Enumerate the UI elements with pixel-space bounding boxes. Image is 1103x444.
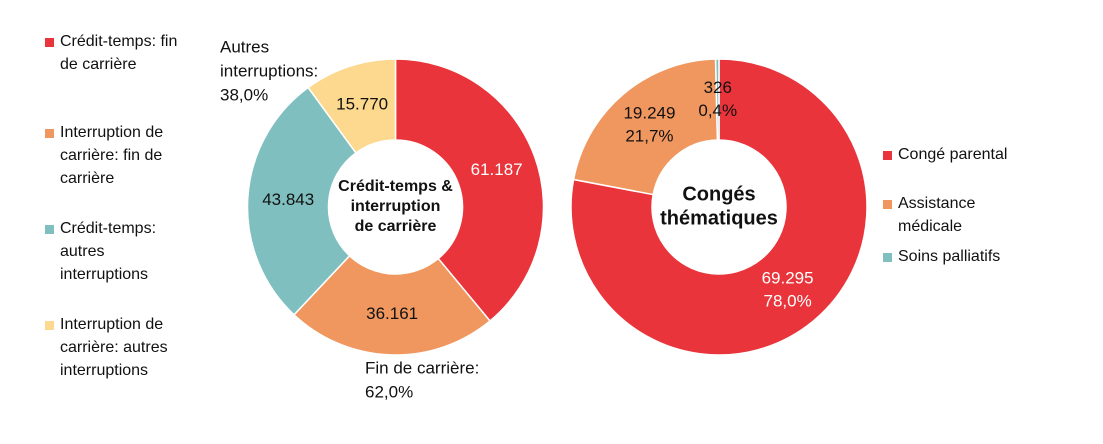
percent-label: 78,0%	[763, 291, 811, 310]
center-title: Crédit-temps &	[338, 178, 453, 195]
legend-label: Crédit-temps: autres interruptions	[60, 220, 157, 283]
legend-swatch	[45, 321, 54, 330]
legend-entry: Assistance médicale	[883, 192, 1028, 238]
donut-slice	[572, 58, 719, 196]
annotation: 62,0%	[365, 382, 413, 401]
value-label: 61.187	[471, 160, 523, 179]
donut-slice	[570, 58, 868, 356]
legend-label: Crédit-temps: fin de carrière	[60, 33, 178, 73]
legend-label: Congé parental	[898, 146, 1008, 163]
legend-swatch	[883, 151, 892, 160]
value-label: 326	[704, 78, 732, 97]
legend-swatch	[45, 38, 54, 47]
value-label: 15.770	[336, 94, 388, 113]
legend-entry: Interruption de carrière: autres interru…	[45, 313, 178, 382]
legend-entry: Congé parental	[883, 143, 1028, 166]
legend-entry: Soins palliatifs	[883, 245, 1028, 268]
value-label: 69.295	[762, 268, 814, 287]
donut-slice	[394, 58, 545, 322]
legend-label: Interruption de carrière: autres interru…	[60, 316, 168, 379]
legend-swatch	[45, 225, 54, 234]
value-label: 43.843	[262, 190, 314, 209]
legend-swatch	[45, 129, 54, 138]
center-title: Congés	[682, 183, 755, 205]
donut-slice	[307, 58, 397, 154]
donut-slice	[246, 86, 358, 316]
value-label: 19.249	[623, 104, 675, 123]
legend-entry: Crédit-temps: fin de carrière	[45, 30, 178, 76]
annotation: interruptions:	[220, 61, 318, 80]
percent-label: 0,4%	[698, 101, 737, 120]
percent-label: 21,7%	[625, 127, 673, 146]
legend-label: Soins palliatifs	[898, 248, 1001, 265]
legend-swatch	[883, 200, 892, 209]
value-label: 36.161	[366, 304, 418, 323]
legend-label: Interruption de carrière: fin de carrièr…	[60, 124, 164, 187]
legend-swatch	[883, 253, 892, 262]
donut-slice	[714, 58, 720, 141]
donut-slice	[292, 254, 492, 356]
legend-entry: Crédit-temps: autres interruptions	[45, 217, 178, 286]
legend-entry: Interruption de carrière: fin de carrièr…	[45, 121, 178, 190]
annotation: Autres	[220, 37, 269, 56]
center-title: interruption	[351, 198, 441, 215]
center-title: de carrière	[355, 218, 437, 235]
annotation: Fin de carrière:	[365, 358, 479, 377]
annotation: 38,0%	[220, 85, 268, 104]
legend-label: Assistance médicale	[898, 195, 976, 235]
center-title: thématiques	[660, 207, 778, 229]
